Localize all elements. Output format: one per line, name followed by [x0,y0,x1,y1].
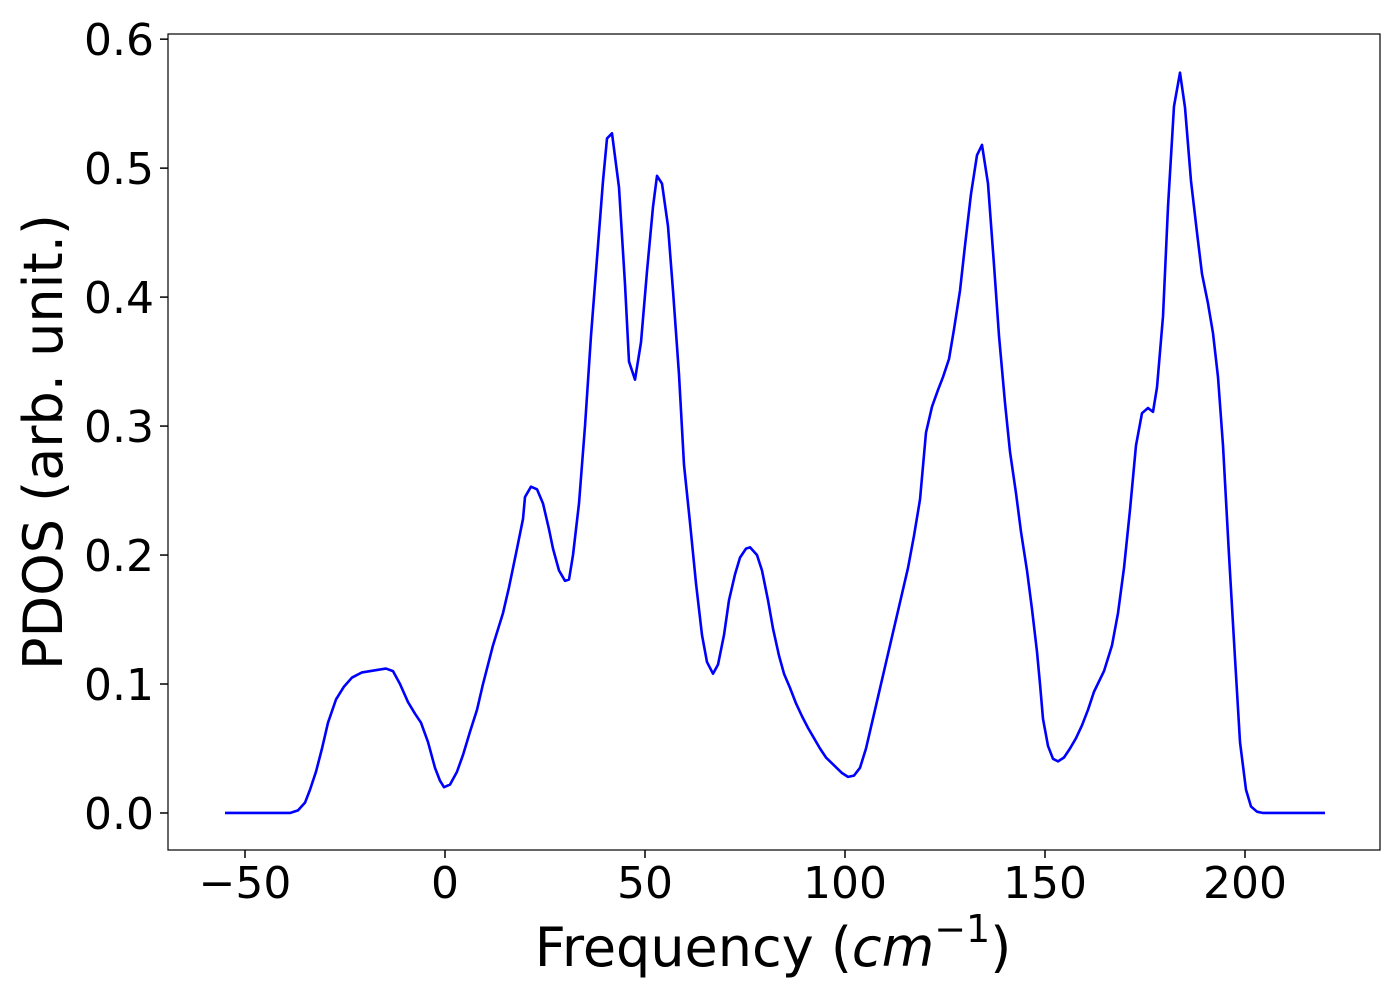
x-tick-label: 150 [1003,858,1087,909]
y-tick-label: 0.6 [84,15,154,66]
y-tick-label: 0.2 [84,531,154,582]
x-tick-label: 200 [1203,858,1287,909]
y-tick-label: 0.3 [84,402,154,453]
plot-frame [167,33,1381,851]
x-axis-label: Frequency (cm−1) [535,907,1012,979]
x-tick-label: 100 [803,858,887,909]
x-tick-label: −50 [199,858,292,909]
y-axis-label: PDOS (arb. unit.) [12,214,75,670]
y-tick-label: 0.0 [84,789,154,840]
data-line [225,71,1325,815]
x-label-exponent: −1 [934,907,990,951]
x-tick-label: 0 [431,858,459,909]
x-label-close: ) [990,916,1011,979]
y-tick-label: 0.5 [84,144,154,195]
y-tick-label: 0.4 [84,273,154,324]
x-tick-label: 50 [617,858,673,909]
x-label-unit: cm [852,916,934,979]
x-label-text: Frequency ( [535,916,852,979]
y-tick-label: 0.1 [84,660,154,711]
